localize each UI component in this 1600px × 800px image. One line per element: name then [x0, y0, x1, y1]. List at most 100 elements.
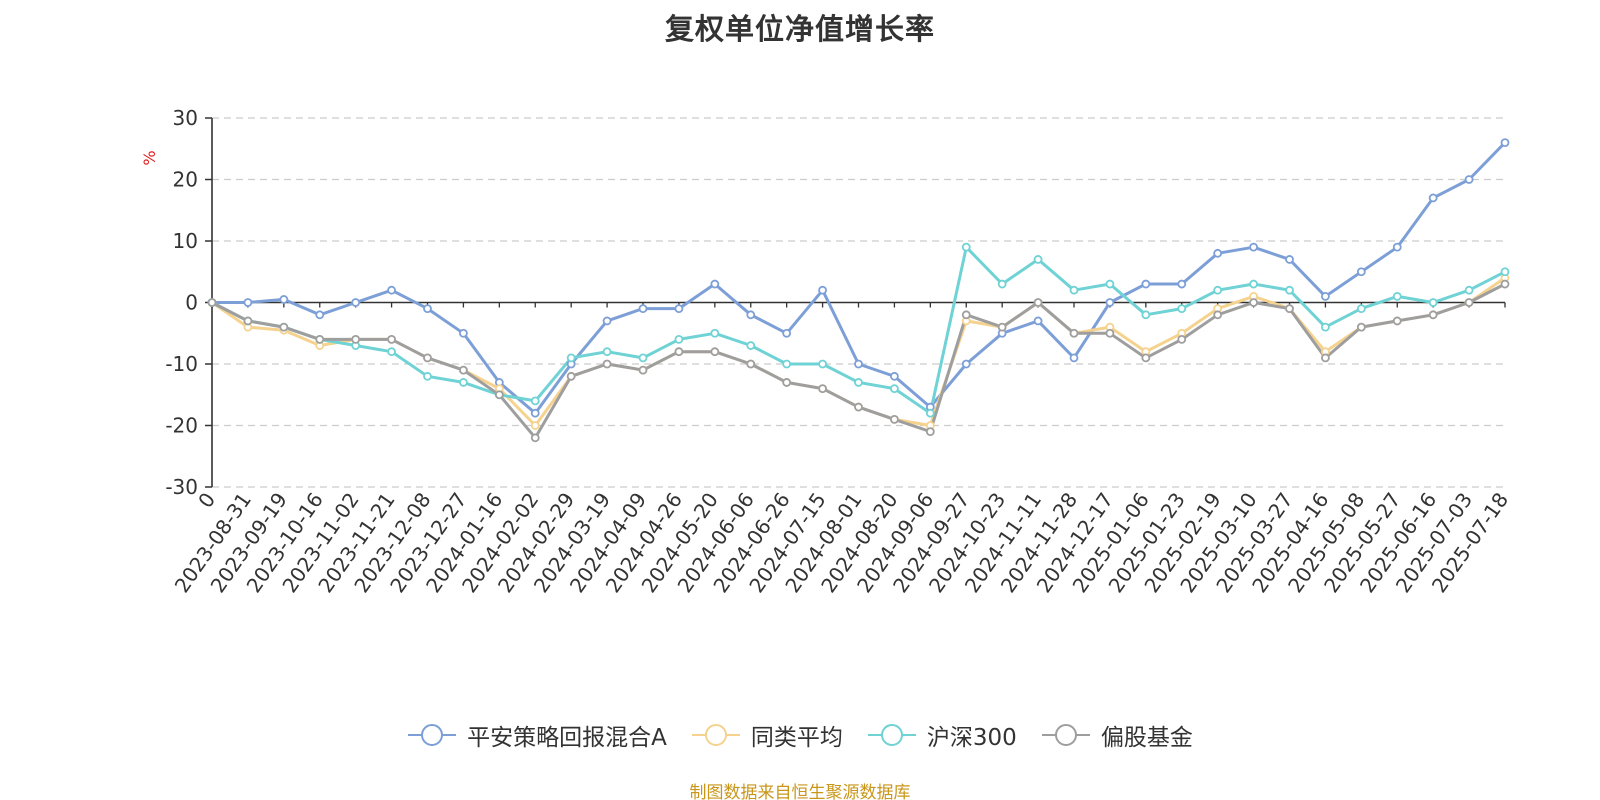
- y-tick-label: 30: [173, 106, 198, 130]
- data-point: [1033, 298, 1043, 307]
- data-point: [818, 359, 827, 369]
- data-point: [746, 310, 756, 320]
- legend-item[interactable]: 同类平均: [691, 718, 843, 752]
- data-point: [566, 371, 576, 381]
- data-point: [243, 316, 253, 326]
- data-point: [710, 347, 720, 357]
- data-point: [746, 341, 756, 350]
- data-point: [1356, 267, 1366, 277]
- data-point: [1249, 298, 1258, 307]
- legend-marker-icon: [867, 724, 916, 746]
- data-point: [1069, 285, 1079, 295]
- chart-plot: -30-20-10010203002023-08-312023-09-19202…: [140, 106, 1513, 597]
- data-point: [459, 378, 468, 387]
- y-axis-unit-label: %: [140, 150, 159, 165]
- data-point: [890, 414, 899, 424]
- data-point: [1141, 279, 1151, 289]
- y-tick-label: -20: [165, 414, 198, 438]
- data-point: [1177, 304, 1187, 314]
- chart-title: 复权单位净值增长率: [664, 12, 935, 46]
- data-point: [566, 353, 576, 363]
- data-point: [890, 371, 899, 381]
- data-point: [530, 421, 540, 430]
- data-point: [459, 328, 468, 338]
- legend-marker-icon: [691, 724, 740, 746]
- data-point: [710, 279, 720, 289]
- data-point: [890, 384, 899, 394]
- data-point: [1285, 255, 1294, 264]
- data-point: [854, 402, 863, 412]
- data-point: [1249, 242, 1258, 252]
- data-point: [854, 378, 863, 387]
- data-point: [854, 359, 863, 369]
- data-point: [1464, 175, 1474, 184]
- data-point: [782, 328, 792, 338]
- data-point: [530, 408, 540, 418]
- data-point: [1213, 285, 1223, 295]
- data-point: [1213, 310, 1223, 320]
- data-point: [818, 384, 827, 394]
- y-tick-label: 20: [173, 168, 198, 192]
- data-point: [423, 304, 432, 314]
- data-point: [1177, 334, 1187, 344]
- y-tick-label: 0: [185, 291, 198, 315]
- data-point: [782, 359, 792, 369]
- series-markers: [207, 138, 1510, 443]
- data-point: [782, 378, 792, 387]
- y-tick-label: 10: [173, 229, 198, 253]
- series-line: [210, 141, 1507, 415]
- data-point: [1105, 279, 1115, 289]
- data-point: [530, 433, 540, 443]
- data-point: [1428, 298, 1438, 307]
- data-point: [1392, 291, 1402, 301]
- legend-item[interactable]: 沪深300: [867, 718, 1017, 752]
- data-point: [1392, 242, 1402, 252]
- data-point: [423, 353, 432, 363]
- data-point: [1033, 255, 1043, 264]
- data-point: [818, 285, 827, 295]
- data-point: [997, 322, 1007, 332]
- data-point: [674, 304, 684, 314]
- data-point: [638, 365, 648, 375]
- data-point: [494, 390, 504, 400]
- data-point: [423, 371, 432, 381]
- data-point: [387, 334, 396, 344]
- data-point: [602, 359, 612, 369]
- data-point: [1464, 298, 1474, 307]
- data-point: [315, 334, 325, 344]
- data-point: [279, 295, 289, 304]
- data-point: [351, 298, 361, 307]
- data-point: [638, 304, 648, 314]
- data-point: [925, 427, 935, 437]
- legend-item[interactable]: 偏股基金: [1041, 718, 1193, 752]
- chart-legend: 平安策略回报混合A 同类平均 沪深300 偏股基金: [0, 718, 1600, 752]
- data-point: [997, 279, 1007, 289]
- legend-label: 同类平均: [750, 725, 843, 751]
- data-point: [1500, 138, 1510, 148]
- data-point: [674, 347, 684, 357]
- data-point: [674, 334, 684, 344]
- data-point: [961, 310, 971, 320]
- data-point: [1105, 328, 1115, 338]
- data-point: [1356, 304, 1366, 314]
- legend-item[interactable]: 平安策略回报混合A: [407, 718, 667, 752]
- data-point: [1428, 310, 1438, 320]
- data-point: [961, 359, 971, 369]
- data-point: [1321, 322, 1330, 332]
- data-point: [1069, 353, 1079, 363]
- data-point: [710, 328, 720, 338]
- data-point: [1500, 279, 1510, 289]
- data-point: [746, 359, 756, 369]
- data-point: [387, 285, 396, 295]
- data-point: [1392, 316, 1402, 326]
- data-point: [1464, 285, 1474, 295]
- legend-marker-icon: [408, 724, 457, 746]
- data-point: [1213, 248, 1223, 258]
- data-point: [243, 298, 253, 307]
- data-point: [530, 396, 540, 406]
- data-point: [1177, 279, 1187, 289]
- data-point: [602, 316, 612, 326]
- legend-label: 沪深300: [926, 725, 1017, 751]
- data-point: [602, 347, 612, 357]
